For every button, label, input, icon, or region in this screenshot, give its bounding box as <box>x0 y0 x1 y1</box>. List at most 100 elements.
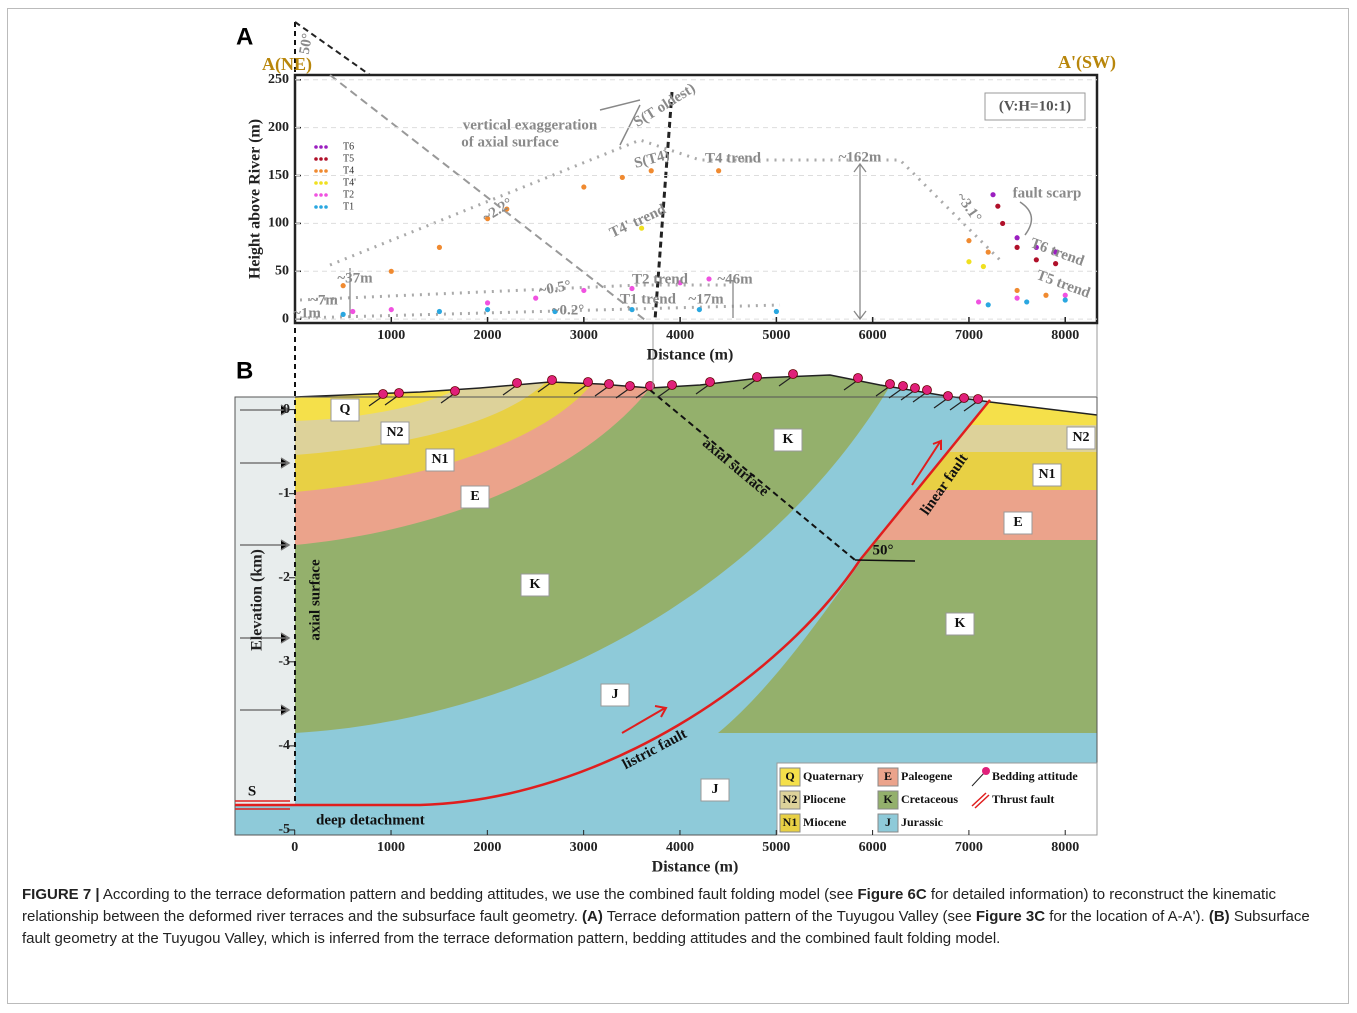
annotation: ~0.2° <box>552 302 585 318</box>
annotation: S(T4) <box>632 147 671 172</box>
terrace-point <box>976 299 981 304</box>
legend-label: Jurassic <box>901 815 944 829</box>
bedding-dot <box>395 389 404 398</box>
y-tick-label: 0 <box>282 311 289 326</box>
x-tick-label: 0 <box>291 840 298 855</box>
unit-label: N1 <box>1038 467 1055 482</box>
annotation: ~2.2° <box>480 195 516 226</box>
page: { "panel_a": { "label": "A", "left_label… <box>0 0 1357 1013</box>
caption-text: FIGURE 7 | <box>22 886 100 903</box>
terrace-point <box>341 312 346 317</box>
terrace-point <box>581 184 586 189</box>
annotation: T4 trend <box>705 150 762 166</box>
terrace-point <box>485 300 490 305</box>
annotation: ~46m <box>717 271 753 287</box>
legend-label: T6 <box>343 141 354 152</box>
legend-dot <box>319 205 323 209</box>
panel-label: A <box>236 23 253 50</box>
terrace-point <box>437 309 442 314</box>
annotation: axial surface <box>307 559 323 641</box>
y-tick-label: -3 <box>278 654 290 669</box>
bedding-dot <box>911 384 920 393</box>
legend-dot <box>324 181 328 185</box>
x-tick-label: 2000 <box>473 840 501 855</box>
terrace-point <box>1014 296 1019 301</box>
unit-label: K <box>530 577 541 592</box>
legend-label: T4' <box>343 177 356 188</box>
bedding-dot <box>706 378 715 387</box>
x-tick-label: 6000 <box>859 840 887 855</box>
legend-dot <box>314 169 318 173</box>
annotation: of axial surface <box>461 134 559 150</box>
unit-label: N1 <box>431 452 448 467</box>
terrace-point <box>1014 235 1019 240</box>
annotation: ~0.5° <box>537 278 572 299</box>
x-tick-label: 5000 <box>762 328 790 343</box>
angle-line <box>855 560 915 561</box>
x-tick-label: 3000 <box>570 840 598 855</box>
bedding-dot <box>379 390 388 399</box>
legend-label: T4 <box>343 165 354 176</box>
legend-code: J <box>885 815 891 829</box>
legend-label: Bedding attitude <box>992 769 1078 783</box>
y-axis-title: Height above River (m) <box>247 119 264 279</box>
terrace-point <box>966 259 971 264</box>
x-tick-label: 5000 <box>762 840 790 855</box>
x-tick-label: 4000 <box>666 840 694 855</box>
x-axis-title: Distance (m) <box>647 347 734 364</box>
annotation: deep detachment <box>316 812 425 828</box>
legend-dot <box>324 205 328 209</box>
bedding-dot <box>513 379 522 388</box>
legend-dot <box>314 181 318 185</box>
bedding-dot <box>668 381 677 390</box>
bedding-dot <box>584 378 593 387</box>
section-end-label: A'(SW) <box>1058 52 1116 73</box>
legend-code: N1 <box>783 815 798 829</box>
unit-label: N2 <box>1072 430 1089 445</box>
terrace-point <box>774 309 779 314</box>
y-tick-label: -1 <box>278 486 290 501</box>
x-axis-title: Distance (m) <box>652 859 739 876</box>
caption-text: Terrace deformation pattern of the Tuyug… <box>603 908 976 925</box>
terrace-point <box>629 307 634 312</box>
legend-label: Pliocene <box>803 792 846 806</box>
legend-dot <box>314 145 318 149</box>
terrace-point <box>981 264 986 269</box>
annotation: T2 trend <box>632 271 689 287</box>
terrace-point <box>990 192 995 197</box>
x-tick-label: 4000 <box>666 328 694 343</box>
terrace-point <box>1063 297 1068 302</box>
cross-section <box>235 22 1097 835</box>
x-tick-label: 7000 <box>955 840 983 855</box>
y-tick-label: 100 <box>268 216 289 231</box>
terrace-point <box>706 276 711 281</box>
bedding-dot <box>451 387 460 396</box>
terrace-point <box>485 307 490 312</box>
terrace-point <box>620 175 625 180</box>
terrace-point <box>581 288 586 293</box>
bedding-dot <box>854 374 863 383</box>
x-tick-label: 8000 <box>1051 328 1079 343</box>
legend-dot <box>314 205 318 209</box>
bedding-dot <box>626 382 635 391</box>
legend-bedding <box>982 767 990 775</box>
terrace-point <box>389 269 394 274</box>
terrace-point <box>697 307 702 312</box>
unit-label: Q <box>340 402 351 417</box>
bedding-dot <box>886 380 895 389</box>
unit-label: E <box>1013 515 1022 530</box>
x-tick-label: 3000 <box>570 328 598 343</box>
legend-label: T1 <box>343 201 354 212</box>
x-tick-label: 1000 <box>377 840 405 855</box>
bedding-dot <box>944 392 953 401</box>
legend-dot <box>319 145 323 149</box>
legend-dot <box>324 157 328 161</box>
x-tick-label: 6000 <box>859 328 887 343</box>
terrace-point <box>995 204 1000 209</box>
bedding-dot <box>548 376 557 385</box>
terrace-point <box>437 245 442 250</box>
plot-frame <box>295 75 1097 323</box>
unit-label: N2 <box>386 425 403 440</box>
legend-label: T5 <box>343 153 354 164</box>
terrace-point <box>966 238 971 243</box>
